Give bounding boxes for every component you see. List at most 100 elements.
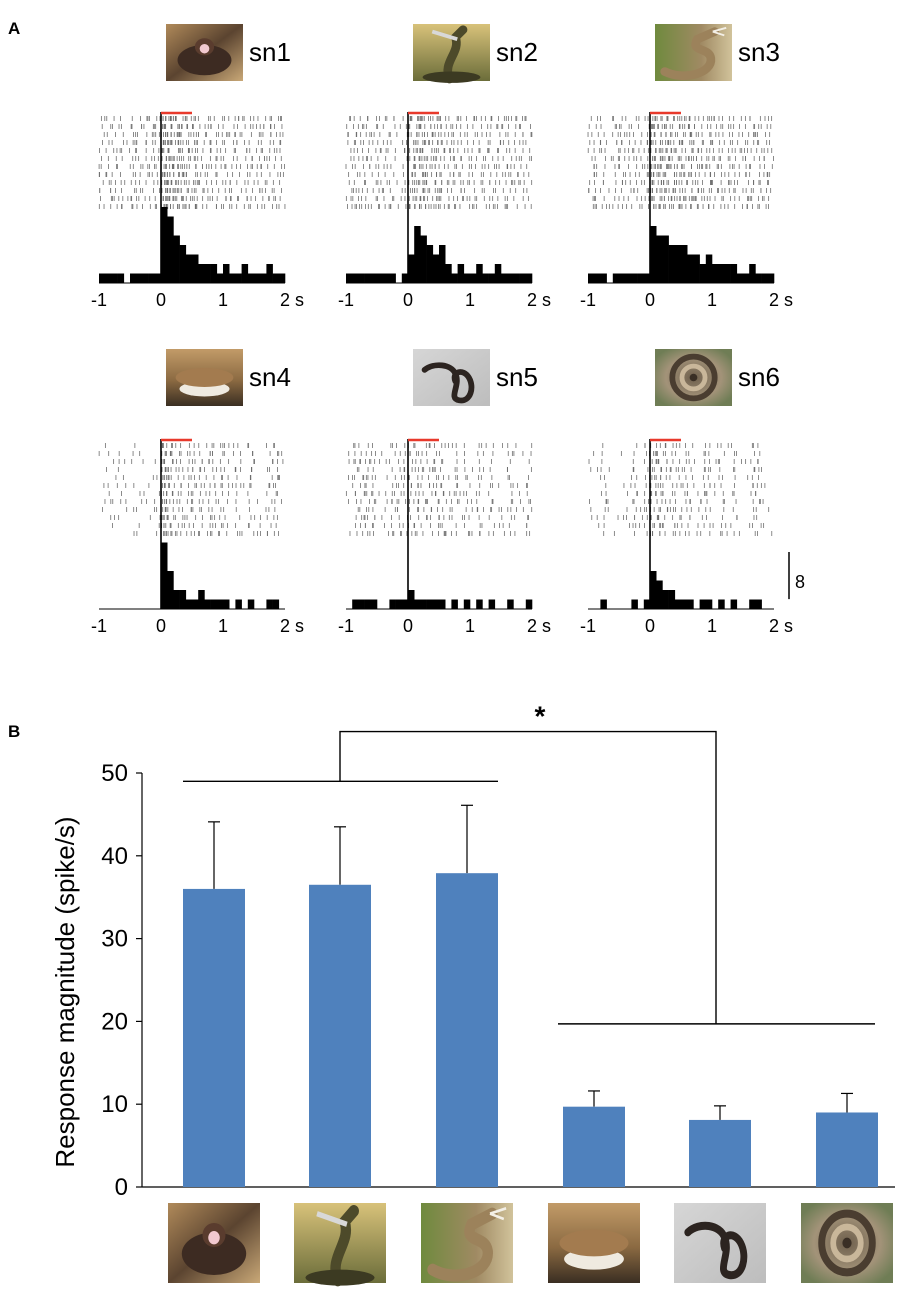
psth-bin [749, 599, 756, 609]
psth-bin [712, 264, 719, 283]
psth-bin [198, 264, 205, 283]
psth-bin [488, 273, 496, 283]
psth-bin [426, 599, 434, 609]
psth-bin [631, 273, 638, 283]
psth-panel-sn2: sn2 -1 0 1 2 s [338, 24, 551, 310]
psth-bin [401, 273, 409, 283]
x-tick-label: 2 s [527, 616, 551, 636]
psth-bin [223, 599, 230, 609]
snake-sn1-image [166, 24, 243, 81]
snake-body [421, 362, 475, 404]
x-tick-label: 0 [645, 290, 655, 310]
psth-bin [272, 599, 280, 609]
raster-sn2 [345, 116, 533, 209]
psth-bin [420, 235, 427, 283]
psth-bin [161, 207, 168, 283]
psth-bin [395, 599, 403, 609]
psth-bin [432, 254, 440, 283]
psth-scale-bar: 8 [788, 552, 805, 600]
photo-background [674, 1203, 766, 1283]
psth-bin [612, 273, 620, 283]
psth-bin [681, 245, 688, 283]
psth-bin [272, 273, 280, 283]
open-jaw [712, 26, 727, 37]
psth-bin [525, 599, 533, 609]
bar-sn5 [689, 1119, 751, 1187]
psth-bin [241, 264, 249, 283]
y-tick-label: 10 [101, 1091, 128, 1118]
psth-bin [266, 599, 273, 609]
psth-panel-sn3: sn3 -1 0 1 2 s [580, 24, 793, 310]
psth-bin [278, 273, 286, 283]
psth-bin [494, 264, 502, 283]
psth-bin [482, 273, 489, 283]
psth-bin [705, 599, 713, 609]
bar-sn6 [816, 1112, 878, 1187]
psth-bin [223, 264, 230, 283]
coil-base [305, 1269, 375, 1286]
psth-bin [718, 599, 725, 609]
psth-bin [519, 273, 527, 283]
psth-bin [525, 273, 533, 283]
psth-bin [625, 273, 632, 283]
psth-bin [674, 599, 682, 609]
x-tick-label: 0 [645, 616, 655, 636]
psth-bin [507, 273, 514, 283]
psth-bin [705, 254, 713, 283]
psth-bin [420, 599, 427, 609]
psth-bin [154, 273, 162, 283]
stimulus-label-sn5: sn5 [496, 362, 538, 392]
psth-bin [451, 273, 458, 283]
psth-bin [743, 273, 750, 283]
fang-head [431, 29, 458, 42]
coiled-body [427, 1207, 498, 1282]
psth-bin [346, 273, 353, 283]
bar-sn2 [309, 884, 371, 1187]
psth-bin [408, 590, 415, 609]
panel-b-label: B [8, 722, 20, 741]
stimulus-label-sn1: sn1 [249, 37, 291, 67]
psth-bin [687, 599, 694, 609]
psth-bin [401, 599, 409, 609]
psth-bin [463, 273, 471, 283]
photo-background [413, 349, 490, 406]
psth-bin [389, 273, 396, 283]
snake-body [175, 368, 234, 397]
psth-bin [476, 599, 483, 609]
psth-bin [749, 264, 756, 283]
psth-bin [247, 273, 255, 283]
y-tick-label: 50 [101, 760, 128, 787]
psth-bin [358, 599, 365, 609]
head-top [559, 1229, 629, 1257]
psth-bin [650, 226, 657, 283]
coil-outer [818, 1209, 876, 1277]
x-tick-label: 2 s [280, 616, 304, 636]
psth-bin [767, 273, 775, 283]
coil-center [689, 373, 698, 382]
psth-bin [364, 273, 372, 283]
coil-inner [679, 363, 708, 392]
psth-bin [470, 273, 477, 283]
snake-body [660, 26, 727, 80]
psth-bin [457, 264, 465, 283]
x-tick-label: 2 s [527, 290, 551, 310]
raster-sn3 [587, 116, 774, 209]
psth-bin [643, 273, 651, 283]
psth-bin [718, 264, 725, 283]
coiled-body [660, 27, 720, 80]
x-tick-label: 0 [403, 290, 413, 310]
psth-bin [210, 599, 218, 609]
psth-bin [699, 264, 707, 283]
psth-panel-sn6: sn6 -1 0 1 2 s [580, 349, 793, 636]
histogram-sn1 [99, 207, 286, 283]
x-tick-label: -1 [580, 290, 596, 310]
x-tick-label: 2 s [769, 616, 793, 636]
psth-bin [210, 264, 218, 283]
psth-bin [668, 590, 676, 609]
bar-sn1 [183, 888, 245, 1187]
psth-bin [488, 599, 496, 609]
psth-bin [105, 273, 112, 283]
snake-body [181, 1223, 247, 1275]
stimulus-label-sn3: sn3 [738, 37, 780, 67]
